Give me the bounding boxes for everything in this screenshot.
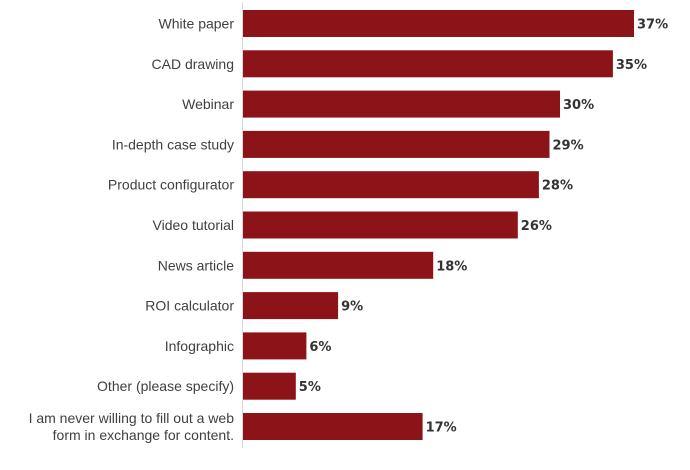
value-label: 29% <box>553 138 584 153</box>
value-label: 9% <box>341 300 363 315</box>
category-label: News article <box>158 257 234 273</box>
bar <box>243 251 434 279</box>
value-label: 26% <box>521 219 552 234</box>
category-label: ROI calculator <box>145 298 234 314</box>
category-label: Webinar <box>182 96 234 112</box>
value-labels-group: 37% 35% 30% 29% 28% 26% 18% 9% 6% 5% 17% <box>299 18 668 436</box>
category-labels-group: White paper CAD drawing Webinar In-depth ca… <box>29 16 235 444</box>
category-label: Product configurator <box>108 177 234 193</box>
bar <box>243 10 634 37</box>
bar <box>243 211 518 239</box>
value-label: 30% <box>563 98 594 113</box>
bar <box>243 50 613 78</box>
value-label: 28% <box>542 179 573 194</box>
bar <box>243 292 339 320</box>
category-label: Infographic <box>165 338 234 354</box>
value-label: 18% <box>436 259 467 274</box>
category-label: Video tutorial <box>153 217 234 233</box>
value-label: 17% <box>426 421 457 436</box>
category-label: CAD drawing <box>152 56 234 72</box>
bar <box>243 413 423 440</box>
value-label: 37% <box>637 18 668 33</box>
value-label: 5% <box>299 380 321 395</box>
value-label: 35% <box>616 58 647 73</box>
category-label: Other (please specify) <box>97 378 234 394</box>
category-label: I am never willing to fill out a web form… <box>29 410 235 443</box>
category-label: In-depth case study <box>112 136 234 152</box>
bar <box>243 130 550 158</box>
bar <box>243 372 296 400</box>
bar <box>243 171 539 199</box>
category-label: White paper <box>159 16 235 32</box>
bars-group <box>243 10 634 440</box>
bar <box>243 90 560 118</box>
value-label: 6% <box>309 340 331 355</box>
bar <box>243 332 307 360</box>
